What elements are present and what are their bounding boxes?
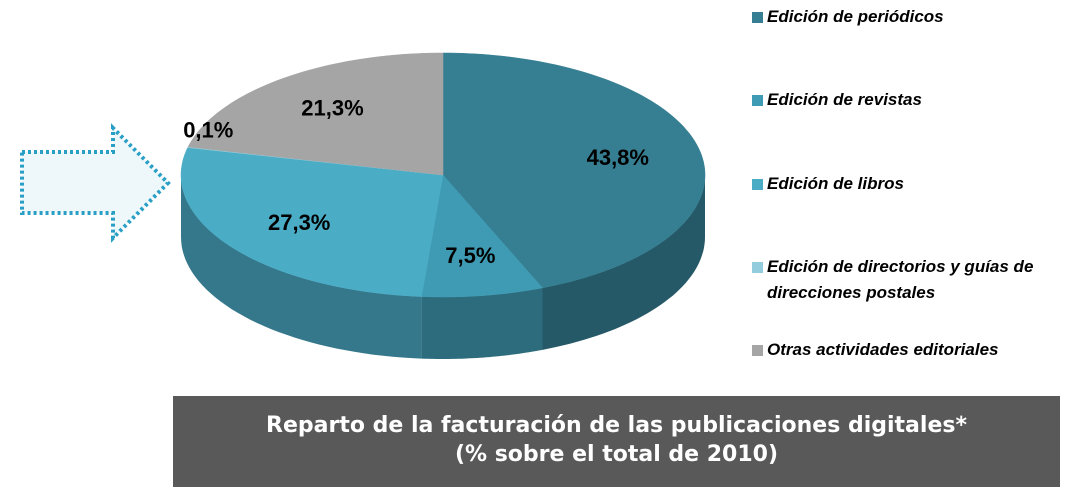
- legend-label: Edición de periódicos: [767, 7, 944, 26]
- chart: 43,8% 7,5% 27,3% 0,1% 21,3%: [20, 52, 706, 359]
- chart-title: Reparto de la facturación de las publica…: [266, 413, 967, 438]
- pie-side: [181, 175, 422, 359]
- pie-slice: [187, 52, 444, 176]
- legend-label: Otras actividades editoriales: [767, 340, 999, 359]
- pie-slice: [180, 147, 444, 297]
- value-label: 43,8%: [587, 145, 649, 170]
- legend-swatch: [752, 179, 763, 190]
- legend-swatch: [752, 262, 763, 273]
- legend-label: Edición de revistas: [767, 90, 922, 109]
- chart-subtitle: (% sobre el total de 2010): [454, 442, 779, 467]
- value-label: 0,1%: [183, 117, 233, 142]
- pointer-arrow: [20, 123, 171, 243]
- pie-slice: [442, 52, 706, 289]
- value-label: 27,3%: [268, 210, 330, 235]
- legend-item: Edición de libros: [752, 171, 1052, 197]
- legend-label: Edición de libros: [767, 174, 904, 193]
- pie-side: [542, 175, 705, 350]
- legend-swatch: [752, 345, 763, 356]
- legend-label: Edición de directorios y guías de direcc…: [767, 257, 1034, 302]
- legend-item: Edición de directorios y guías de direcc…: [752, 254, 1052, 306]
- legend-item: Edición de revistas: [752, 87, 1052, 113]
- pie-side: [421, 287, 543, 359]
- pie-slice: [421, 174, 543, 298]
- legend-swatch: [752, 95, 763, 106]
- value-label: 21,3%: [301, 96, 363, 121]
- value-label: 7,5%: [445, 243, 495, 268]
- title-box: Reparto de la facturación de las publica…: [173, 396, 1060, 487]
- legend-swatch: [752, 12, 763, 23]
- legend-item: Otras actividades editoriales: [752, 337, 1052, 363]
- legend-item: Edición de periódicos: [752, 4, 1052, 30]
